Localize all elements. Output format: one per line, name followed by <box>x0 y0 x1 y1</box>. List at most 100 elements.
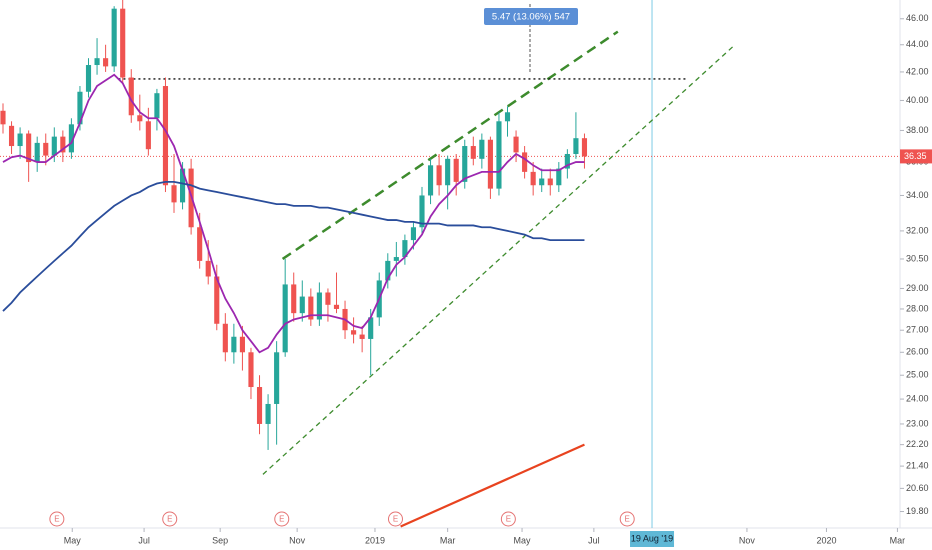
candle-body <box>556 168 562 186</box>
candle-body <box>103 58 109 67</box>
x-tick-label: May <box>64 535 82 545</box>
y-tick-label: 23.00 <box>906 418 929 428</box>
candle-body <box>368 317 374 339</box>
trendline <box>281 30 619 261</box>
y-tick-label: 26.00 <box>906 347 929 357</box>
x-tick-label: 2020 <box>816 535 836 545</box>
candle-body <box>205 260 211 277</box>
candle-body <box>85 65 92 92</box>
moving-average <box>2 73 585 354</box>
candle-body <box>154 93 160 119</box>
candle-body <box>222 323 228 353</box>
candle-body <box>522 152 528 172</box>
candle-body <box>581 138 588 157</box>
candle-body <box>410 227 417 241</box>
candle-body <box>94 58 100 66</box>
candle-body <box>248 352 254 388</box>
x-tick-label: Jul <box>138 535 150 545</box>
candle-body <box>402 240 408 258</box>
candle-body <box>239 336 245 353</box>
candle-body <box>60 136 66 153</box>
y-tick-label: 29.00 <box>906 283 929 293</box>
measure-box <box>484 8 578 25</box>
candle-body <box>325 292 331 305</box>
y-tick-label: 40.00 <box>906 95 929 105</box>
candle-body <box>274 352 280 404</box>
candle-body <box>256 387 263 424</box>
candle-body <box>299 296 305 314</box>
candle-body <box>419 195 425 228</box>
y-tick-label: 21.40 <box>906 460 929 470</box>
candle-body <box>393 257 399 261</box>
y-tick-label: 42.00 <box>906 66 929 76</box>
y-tick-label: 22.20 <box>906 439 929 449</box>
candle-body <box>77 91 83 125</box>
y-tick-label: 44.00 <box>906 39 929 49</box>
y-tick-label: 24.00 <box>906 393 929 403</box>
event-marker <box>500 511 516 527</box>
candle-body <box>43 142 49 156</box>
trendline <box>262 44 736 475</box>
candle-body <box>68 124 74 153</box>
y-tick-label: 28.00 <box>906 303 929 313</box>
candle-body <box>453 158 459 182</box>
event-label: E <box>54 515 59 524</box>
candle-body <box>359 334 365 339</box>
candle-body <box>351 330 357 335</box>
candle-body <box>496 121 502 189</box>
candle-body <box>479 139 485 159</box>
last-price-box <box>900 149 932 164</box>
candle-body <box>265 403 271 424</box>
moving-average <box>2 180 585 312</box>
date-marker-box <box>630 531 675 547</box>
candle-body <box>333 304 340 309</box>
event-marker <box>619 511 635 527</box>
candle-body <box>180 168 186 203</box>
candle-body <box>26 133 32 163</box>
y-tick-label: 34.00 <box>906 190 929 200</box>
candle-body <box>564 153 570 169</box>
event-label: E <box>393 515 398 524</box>
candle-body <box>445 158 451 186</box>
y-tick-label: 30.50 <box>906 253 929 263</box>
x-tick-label: Nov <box>739 535 756 545</box>
candle-body <box>120 8 126 78</box>
x-tick-label: Sep <box>212 535 228 545</box>
candle-body <box>436 165 442 186</box>
x-tick-label: Mar <box>890 535 906 545</box>
candle-body <box>145 121 151 150</box>
candle-body <box>291 284 297 314</box>
x-tick-label: May <box>514 535 532 545</box>
candle-body <box>128 77 134 116</box>
measure-label: 5.47 (13.06%) 547 <box>492 12 570 23</box>
trendline <box>400 443 585 528</box>
event-label: E <box>167 515 172 524</box>
x-tick-label: Jul <box>588 535 600 545</box>
candle-body <box>34 142 40 163</box>
y-tick-label: 46.00 <box>906 13 929 23</box>
candle-body <box>547 178 553 186</box>
candle-body <box>162 86 169 186</box>
y-tick-label: 19.80 <box>906 506 929 516</box>
candle-body <box>487 139 493 189</box>
last-price-label: 36.35 <box>904 151 927 161</box>
candle-body <box>308 296 314 320</box>
event-label: E <box>625 515 630 524</box>
y-tick-label: 20.60 <box>906 483 929 493</box>
candle-body <box>231 336 237 353</box>
x-tick-label: Nov <box>289 535 306 545</box>
event-label: E <box>506 515 511 524</box>
candle-body <box>573 138 579 154</box>
event-marker <box>387 511 403 527</box>
event-marker <box>49 511 65 527</box>
candle-body <box>470 146 476 159</box>
candle-body <box>530 171 536 186</box>
candle-body <box>462 146 468 182</box>
date-marker-label: 19 Aug '19 <box>631 533 673 543</box>
candle-body <box>0 110 6 125</box>
candle-body <box>316 292 322 320</box>
candle-body <box>539 178 545 186</box>
candle-body <box>385 260 391 281</box>
candle-body <box>8 125 15 147</box>
